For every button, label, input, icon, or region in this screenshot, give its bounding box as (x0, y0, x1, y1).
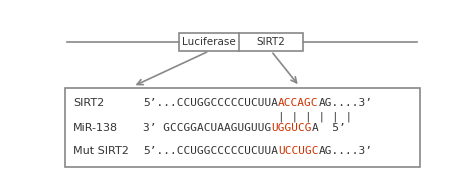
Text: Mut SIRT2: Mut SIRT2 (73, 146, 129, 156)
Text: | | | | | |: | | | | | | (278, 111, 352, 122)
FancyBboxPatch shape (179, 33, 303, 51)
Text: ACCAGC: ACCAGC (278, 98, 319, 108)
Text: SIRT2: SIRT2 (73, 98, 104, 108)
Text: 5’...CCUGGCCCCCUCUUA: 5’...CCUGGCCCCCUCUUA (143, 146, 278, 156)
Text: 3’ GCCGGACUAAGUGUUG: 3’ GCCGGACUAAGUGUUG (143, 123, 271, 133)
Text: 5’...CCUGGCCCCCUCUUA: 5’...CCUGGCCCCCUCUUA (143, 98, 278, 108)
Text: A  5’: A 5’ (312, 123, 346, 133)
Text: AG....3’: AG....3’ (319, 98, 373, 108)
Text: AG....3’: AG....3’ (319, 146, 373, 156)
Text: UGGUCG: UGGUCG (271, 123, 312, 133)
FancyBboxPatch shape (65, 88, 420, 166)
Text: UCCUGC: UCCUGC (278, 146, 319, 156)
Text: 5’...CCUGGCCCCCUCUUA: 5’...CCUGGCCCCCUCUUA (143, 98, 278, 108)
Text: SIRT2: SIRT2 (257, 37, 285, 47)
Text: MiR-138: MiR-138 (73, 123, 118, 133)
Text: Luciferase: Luciferase (182, 37, 236, 47)
